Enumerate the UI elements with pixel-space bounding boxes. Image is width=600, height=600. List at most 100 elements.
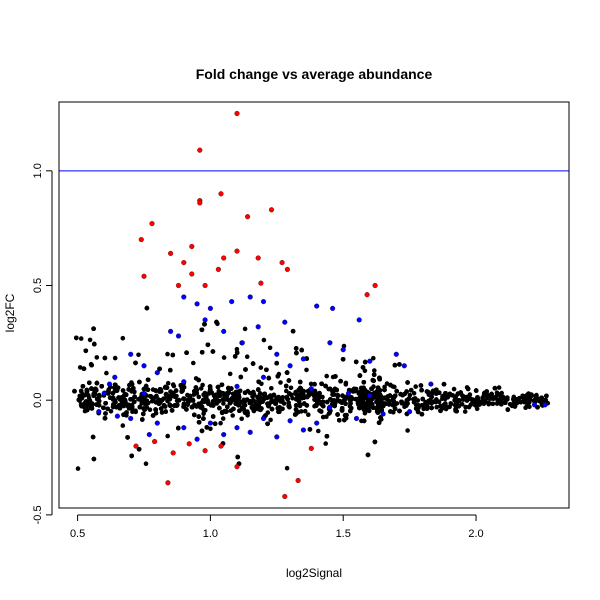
data-point [145,377,151,383]
data-point [376,401,381,406]
data-point [438,408,443,414]
data-point [196,377,201,383]
data-point [181,401,187,407]
data-point [419,387,424,393]
data-point [489,391,494,397]
data-point [283,383,289,389]
highlight-point [152,438,158,445]
data-point [503,400,508,406]
data-point [460,393,465,399]
data-point [340,357,346,362]
highlight-point [284,266,290,272]
data-point [321,403,326,409]
data-point [184,350,189,356]
data-point [438,403,443,409]
data-point [320,414,326,420]
highlight-point [531,402,538,408]
data-point [279,396,285,402]
data-point [372,368,377,373]
data-point [111,402,116,407]
data-point [275,374,281,379]
data-point [144,400,150,406]
highlight-point [218,443,224,449]
data-point [362,359,368,365]
data-point [297,403,303,409]
data-point [213,396,218,401]
highlight-point [260,299,267,305]
data-point [176,425,181,431]
data-point [265,421,270,427]
data-point [293,403,299,408]
y-tick-label: 1.0 [32,163,44,178]
data-point [202,408,208,413]
data-point [91,456,97,462]
data-point [269,394,274,400]
data-point [87,380,92,386]
data-point [264,367,269,373]
data-point [397,362,402,367]
data-point [475,396,481,402]
data-point [318,409,324,414]
data-point [340,393,345,399]
highlight-point [247,429,253,435]
data-point [221,355,227,360]
data-point [107,395,113,401]
data-point [129,453,134,459]
highlight-point [154,420,160,426]
highlight-point [146,432,152,438]
data-point [369,401,375,407]
highlight-point [189,271,195,277]
data-point [136,447,142,452]
data-point [420,396,426,402]
data-point [293,389,299,395]
data-point [481,399,487,405]
highlight-point [181,260,187,266]
data-point [141,411,146,417]
data-point [112,385,117,391]
data-point [316,428,321,434]
data-point [102,416,108,421]
data-point [317,390,322,396]
data-point [143,461,149,467]
data-point [398,391,404,397]
data-point [429,400,435,406]
data-point [89,386,94,391]
data-point [77,398,82,403]
data-point [172,394,178,400]
data-point [310,390,316,395]
data-point [199,428,205,434]
highlight-point [327,404,333,410]
data-point [386,402,392,407]
data-point [342,396,348,402]
data-point [210,349,216,354]
data-point [120,335,126,341]
data-point [218,420,223,426]
data-point [371,372,377,378]
data-point [243,367,248,372]
data-point [359,386,365,392]
highlight-point [345,390,352,396]
data-point [128,397,133,402]
data-point [204,394,209,399]
data-point [137,379,142,385]
data-point [168,389,173,395]
data-point [80,392,85,397]
data-point [443,391,448,396]
data-point [297,379,303,385]
data-point [374,409,380,414]
data-point [148,394,154,399]
data-point [388,409,393,414]
y-tick-label: -0.5 [32,505,44,524]
highlight-point [287,363,293,369]
data-point [94,402,99,407]
data-point [286,403,292,409]
data-point [251,408,257,414]
highlight-point [282,493,288,500]
highlight-point [194,301,200,307]
highlight-point [234,383,240,389]
highlight-point [234,248,240,254]
highlight-point [367,358,373,364]
data-point [81,366,87,372]
data-point [104,370,109,376]
data-point [205,342,211,348]
